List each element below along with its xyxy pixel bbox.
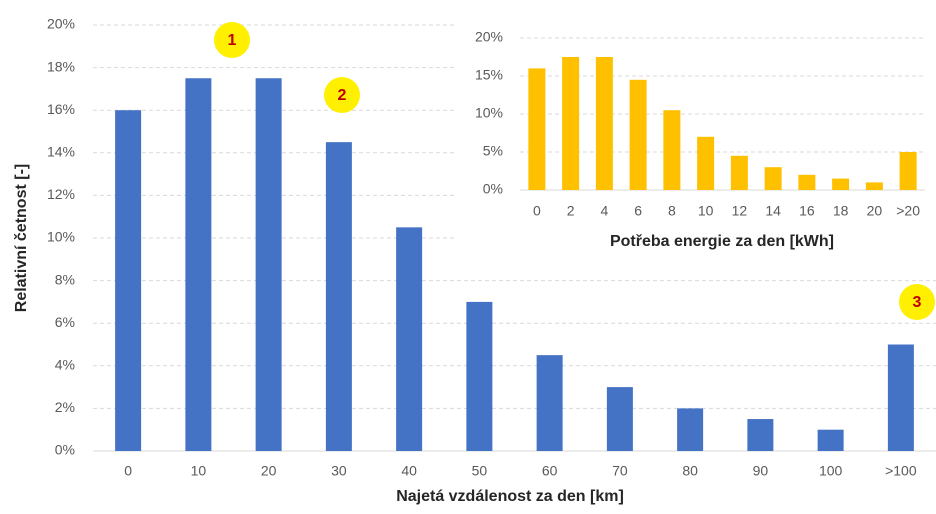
x-tick-label: 4 bbox=[600, 203, 608, 219]
x-axis-title: Potřeba energie za den [kWh] bbox=[610, 233, 834, 250]
annotation: 3 bbox=[913, 294, 922, 311]
x-tick-label: >20 bbox=[896, 203, 920, 219]
bar bbox=[764, 167, 782, 190]
bar bbox=[255, 78, 282, 451]
x-tick-label: 0 bbox=[533, 203, 541, 219]
bar bbox=[396, 227, 423, 451]
x-tick-label: 18 bbox=[833, 203, 849, 219]
y-axis-title: Relativní četnost [-] bbox=[13, 164, 30, 312]
bar bbox=[528, 68, 546, 190]
y-tick-label: 15% bbox=[475, 67, 503, 83]
bar bbox=[325, 142, 352, 451]
bar bbox=[629, 79, 647, 190]
x-tick-label: 30 bbox=[331, 463, 347, 479]
y-tick-label: 10% bbox=[475, 105, 503, 121]
annotation-marker bbox=[214, 22, 250, 58]
bar bbox=[595, 57, 613, 190]
annotation: 1 bbox=[228, 32, 237, 49]
x-tick-label: 80 bbox=[682, 463, 698, 479]
bar bbox=[677, 408, 704, 451]
annotation: 2 bbox=[338, 87, 347, 104]
bar bbox=[747, 419, 774, 451]
x-tick-label: 90 bbox=[753, 463, 769, 479]
x-tick-label: 50 bbox=[472, 463, 488, 479]
bar bbox=[606, 387, 633, 451]
y-tick-label: 5% bbox=[483, 143, 503, 159]
bar bbox=[185, 78, 212, 451]
bar bbox=[865, 182, 883, 190]
bar bbox=[697, 136, 715, 190]
x-axis-title: Najetá vzdálenost za den [km] bbox=[396, 488, 624, 505]
x-tick-label: 8 bbox=[668, 203, 676, 219]
y-tick-label: 20% bbox=[475, 29, 503, 45]
x-tick-label: 10 bbox=[698, 203, 714, 219]
x-tick-label: 100 bbox=[819, 463, 843, 479]
bar bbox=[730, 155, 748, 190]
x-tick-label: 2 bbox=[567, 203, 575, 219]
y-tick-label: 6% bbox=[55, 314, 75, 330]
y-tick-label: 12% bbox=[47, 186, 75, 202]
bar bbox=[466, 301, 493, 451]
y-tick-label: 18% bbox=[47, 58, 75, 74]
y-tick-label: 4% bbox=[55, 357, 75, 373]
x-tick-label: 16 bbox=[799, 203, 815, 219]
y-tick-label: 8% bbox=[55, 271, 75, 287]
x-tick-label: 40 bbox=[401, 463, 417, 479]
y-tick-label: 16% bbox=[47, 101, 75, 117]
bar bbox=[115, 110, 142, 451]
bar bbox=[887, 344, 914, 451]
y-tick-label: 0% bbox=[55, 442, 75, 458]
bar bbox=[832, 178, 850, 190]
x-tick-label: 10 bbox=[191, 463, 207, 479]
bar bbox=[899, 152, 917, 190]
y-tick-label: 2% bbox=[55, 399, 75, 415]
x-tick-label: 0 bbox=[124, 463, 132, 479]
bar bbox=[536, 355, 563, 451]
bar bbox=[817, 429, 844, 451]
bar bbox=[562, 57, 580, 190]
bar bbox=[663, 110, 681, 190]
x-tick-label: >100 bbox=[885, 463, 917, 479]
x-tick-label: 6 bbox=[634, 203, 642, 219]
x-tick-label: 70 bbox=[612, 463, 628, 479]
x-tick-label: 12 bbox=[732, 203, 748, 219]
inset-background bbox=[455, 10, 936, 260]
y-tick-label: 14% bbox=[47, 144, 75, 160]
x-tick-label: 20 bbox=[261, 463, 277, 479]
x-tick-label: 60 bbox=[542, 463, 558, 479]
x-tick-label: 14 bbox=[765, 203, 781, 219]
y-tick-label: 0% bbox=[483, 181, 503, 197]
y-tick-label: 10% bbox=[47, 229, 75, 245]
y-tick-label: 20% bbox=[47, 16, 75, 32]
bar bbox=[798, 174, 816, 190]
annotation-marker bbox=[899, 284, 935, 320]
x-tick-label: 20 bbox=[867, 203, 883, 219]
annotation-marker bbox=[324, 77, 360, 113]
